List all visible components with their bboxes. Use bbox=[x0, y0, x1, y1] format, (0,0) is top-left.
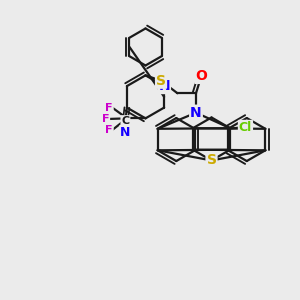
Text: S: S bbox=[206, 154, 217, 167]
Text: F: F bbox=[105, 103, 113, 113]
Text: F: F bbox=[105, 125, 113, 135]
Text: S: S bbox=[156, 74, 166, 88]
Text: Cl: Cl bbox=[239, 121, 252, 134]
Text: C: C bbox=[121, 116, 130, 126]
Text: N: N bbox=[190, 106, 202, 120]
Text: O: O bbox=[195, 69, 207, 83]
Text: F: F bbox=[102, 114, 109, 124]
Text: N: N bbox=[158, 79, 170, 93]
Text: N: N bbox=[120, 126, 130, 139]
